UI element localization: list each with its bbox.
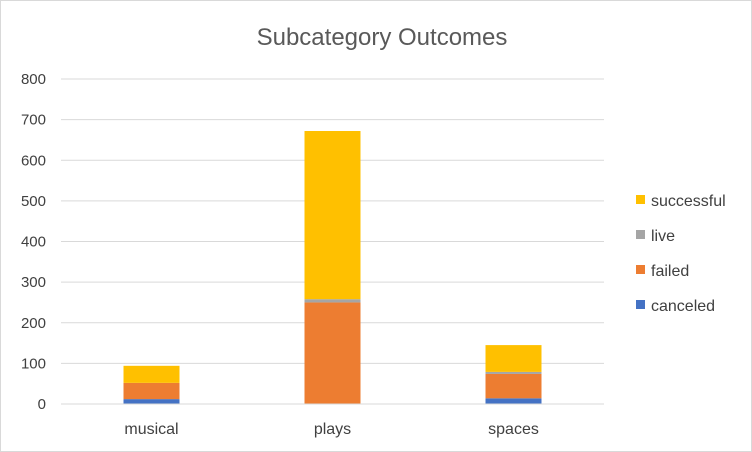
y-tick-label: 200 — [21, 315, 46, 332]
bars — [123, 131, 542, 404]
bar-segment-musical-failed — [123, 382, 180, 400]
bar-segment-musical-canceled — [123, 399, 180, 404]
y-tick-label: 300 — [21, 274, 46, 291]
bar-segment-spaces-failed — [485, 373, 542, 399]
bar-segment-musical-successful — [123, 365, 180, 383]
legend-label-canceled: canceled — [651, 298, 715, 315]
y-tick-label: 100 — [21, 355, 46, 372]
chart-title: Subcategory Outcomes — [257, 24, 508, 51]
bar-segment-spaces-live — [485, 371, 542, 374]
legend-label-failed: failed — [651, 263, 689, 280]
bar-segment-plays-live — [304, 299, 361, 303]
y-tick-label: 500 — [21, 193, 46, 210]
axes: 0 100 200 300 400 500 600 700 800 musical plays spa… — [21, 71, 604, 438]
bar-segment-plays-failed — [304, 302, 361, 404]
y-tick-label: 0 — [38, 396, 46, 413]
y-tick-label: 800 — [21, 71, 46, 88]
x-category-label-spaces: spaces — [488, 421, 539, 438]
legend-label-successful: successful — [651, 193, 726, 210]
legend-swatch-failed — [636, 265, 645, 274]
bar-segment-spaces-canceled — [485, 398, 542, 404]
legend-swatch-canceled — [636, 300, 645, 309]
y-tick-label: 400 — [21, 234, 46, 251]
legend-label-live: live — [651, 228, 675, 245]
legend-swatch-live — [636, 230, 645, 239]
y-tick-label: 700 — [21, 112, 46, 129]
bar-segment-plays-successful — [304, 131, 361, 300]
x-category-label-plays: plays — [314, 421, 351, 438]
y-tick-label: 600 — [21, 152, 46, 169]
legend-swatch-successful — [636, 195, 645, 204]
bar-segment-spaces-successful — [485, 345, 542, 372]
legend: successful live failed canceled — [636, 193, 726, 315]
x-category-label-musical: musical — [124, 421, 178, 438]
